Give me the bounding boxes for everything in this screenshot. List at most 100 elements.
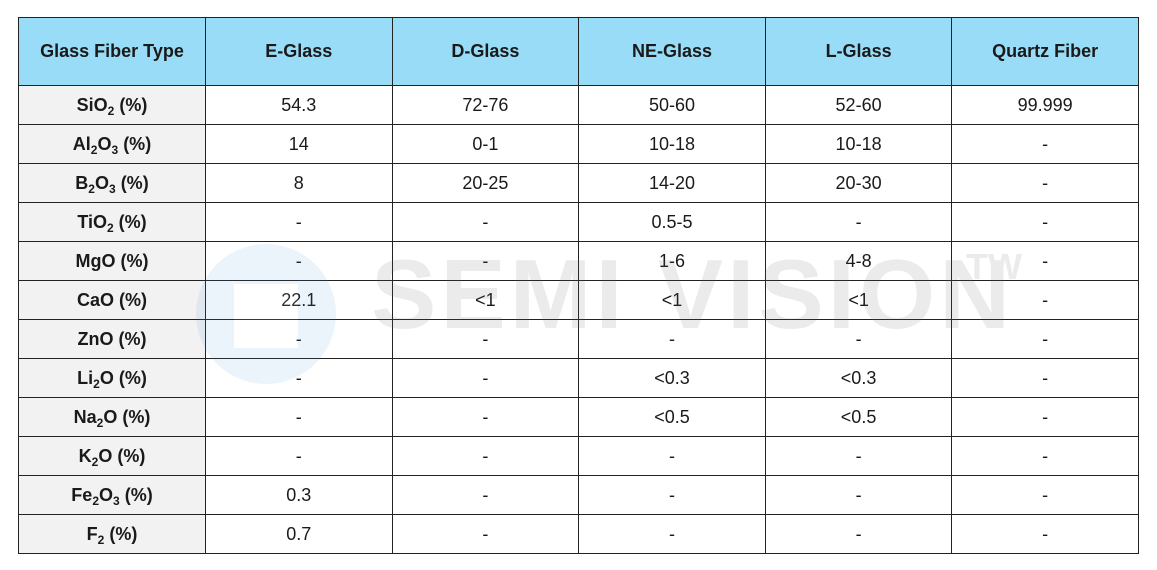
row-label-sub: 2 — [107, 103, 115, 118]
row-label-rest: (%) — [112, 445, 146, 466]
row-label-sub2: 3 — [113, 493, 120, 508]
row-label-rest: (%) — [119, 484, 153, 505]
header-glass-fiber-type: Glass Fiber Type — [18, 17, 206, 86]
row-label-mid: O — [98, 445, 113, 466]
row-label-rest: (%) — [117, 406, 151, 427]
table-row: MgO (%) - -1-6 4-8- — [18, 241, 1139, 281]
table-cell: - — [951, 319, 1139, 359]
row-label-base: Al — [72, 133, 91, 154]
table-cell: - — [951, 397, 1139, 437]
header-d-glass: D-Glass — [391, 17, 580, 86]
table-cell: 54.3 — [205, 85, 393, 125]
composition-table-container: Glass Fiber Type E-Glass D-Glass NE-Glass L-… — [18, 17, 1139, 554]
table-cell: - — [951, 358, 1139, 398]
table-cell: - — [951, 241, 1139, 281]
table-row: Fe2O3 (%) 0.3- - - - — [18, 475, 1139, 515]
table-cell: <0.5 — [578, 397, 766, 437]
table-row: K2O (%) - - - - - — [18, 436, 1139, 476]
header-e-glass: E-Glass — [205, 17, 393, 86]
row-label-rest: (%) — [104, 523, 138, 544]
table-cell: - — [764, 514, 953, 554]
table-cell: - — [205, 397, 393, 437]
row-label-base: SiO — [76, 94, 108, 115]
header-l-glass: L-Glass — [764, 17, 953, 86]
row-label: ZnO (%) — [18, 319, 206, 359]
table-cell: 22.1 — [205, 280, 393, 320]
table-cell: <1 — [578, 280, 766, 320]
table-cell: 99.999 — [951, 85, 1139, 125]
table-cell: - — [578, 475, 766, 515]
row-label-sub2: 3 — [111, 142, 119, 157]
table-cell: 0.3 — [205, 475, 393, 515]
table-cell: - — [205, 319, 393, 359]
table-cell: - — [391, 319, 580, 359]
table-cell: 14-20 — [578, 163, 766, 203]
table-cell: - — [951, 202, 1139, 242]
table-cell: - — [391, 202, 580, 242]
row-label-sub: 2 — [91, 454, 99, 469]
table-cell: 1-6 — [578, 241, 766, 281]
row-label: TiO2 (%) — [18, 202, 206, 242]
table-cell: 0.7 — [205, 514, 393, 554]
row-label-base: ZnO — [77, 328, 114, 349]
row-label-sub: 2 — [92, 493, 99, 508]
table-cell: 10-18 — [764, 124, 953, 164]
row-label-sub: 2 — [93, 376, 100, 391]
row-label-mid: O — [97, 133, 112, 154]
table-cell: - — [391, 475, 580, 515]
table-cell: - — [578, 319, 766, 359]
row-label-base: F — [86, 523, 98, 544]
table-cell: - — [764, 202, 953, 242]
row-label-base: K — [78, 445, 92, 466]
table-cell: - — [951, 280, 1139, 320]
table-header-row: Glass Fiber Type E-Glass D-Glass NE-Glass L-… — [18, 17, 1139, 86]
row-label-mid: O — [94, 172, 109, 193]
table-cell: - — [391, 358, 580, 398]
table-row: B2O3 (%) 8 20-25 14-20 20-30- — [18, 163, 1139, 203]
row-label-sub: 2 — [88, 181, 95, 196]
table-cell: 8 — [205, 163, 393, 203]
table-cell: 4-8 — [764, 241, 953, 281]
row-label-mid: O — [99, 367, 114, 388]
row-label: Na2O (%) — [18, 397, 206, 437]
row-label-sub: 2 — [96, 415, 104, 430]
table-cell: - — [578, 436, 766, 476]
row-label-sub: 2 — [90, 142, 98, 157]
row-label-rest: (%) — [113, 211, 147, 232]
row-label: K2O (%) — [18, 436, 206, 476]
glass-fiber-composition-table: Glass Fiber Type E-Glass D-Glass NE-Glass L-… — [18, 17, 1139, 554]
row-label-base: Na — [73, 406, 97, 427]
table-cell: 52-60 — [764, 85, 953, 125]
row-label: Fe2O3 (%) — [18, 475, 206, 515]
table-cell: - — [764, 319, 953, 359]
table-cell: 20-25 — [391, 163, 580, 203]
table-cell: 72-76 — [391, 85, 580, 125]
table-cell: <1 — [391, 280, 580, 320]
table-cell: - — [205, 241, 393, 281]
row-label-rest: (%) — [114, 94, 148, 115]
table-cell: <1 — [764, 280, 953, 320]
header-ne-glass: NE-Glass — [578, 17, 766, 86]
table-cell: - — [578, 514, 766, 554]
table-cell: - — [951, 163, 1139, 203]
table-cell: <0.3 — [764, 358, 953, 398]
row-label: CaO (%) — [18, 280, 206, 320]
table-cell: - — [951, 475, 1139, 515]
row-label: MgO (%) — [18, 241, 206, 281]
row-label-base: CaO — [76, 289, 114, 310]
table-cell: - — [391, 436, 580, 476]
table-cell: - — [391, 397, 580, 437]
table-cell: - — [205, 202, 393, 242]
table-cell: - — [205, 436, 393, 476]
row-label: Li2O (%) — [18, 358, 206, 398]
row-label-rest: (%) — [115, 172, 149, 193]
table-cell: - — [205, 358, 393, 398]
table-cell: - — [764, 436, 953, 476]
table-cell: <0.5 — [764, 397, 953, 437]
header-quartz-fiber: Quartz Fiber — [951, 17, 1139, 86]
row-label-base: Li — [77, 367, 94, 388]
row-label-base: B — [75, 172, 89, 193]
table-cell: 20-30 — [764, 163, 953, 203]
table-cell: - — [764, 475, 953, 515]
table-row: SiO2 (%) 54.3 72-76 50-60 52-60 99.999 — [18, 85, 1139, 125]
